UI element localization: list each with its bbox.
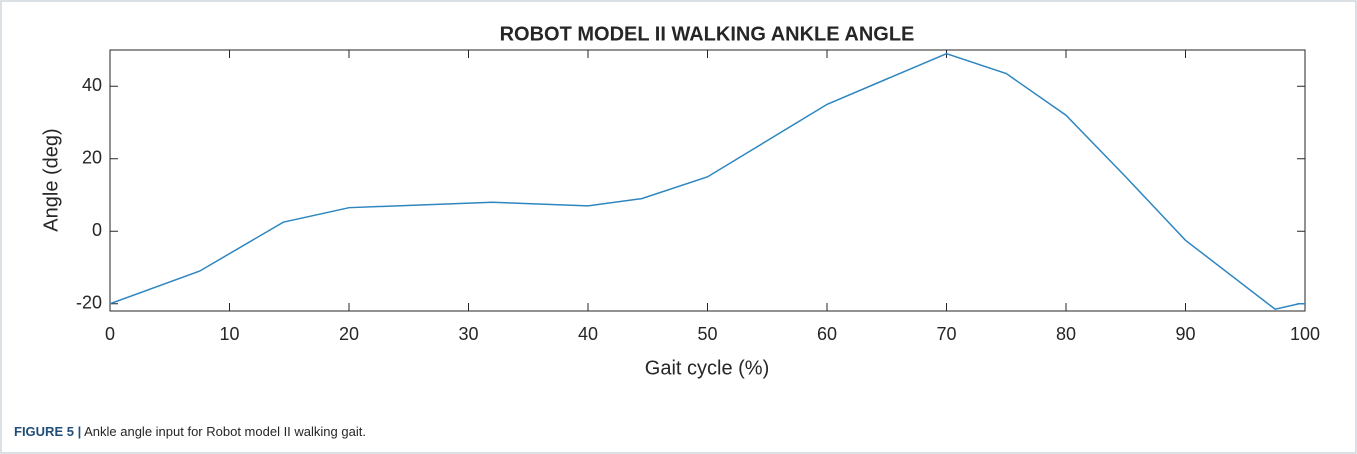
plot-area [109,49,1306,312]
x-tick-label: 100 [1290,324,1320,344]
y-tick-label: 0 [92,220,102,240]
caption-text: Ankle angle input for Robot model II wal… [84,424,366,439]
x-tick-label: 40 [578,324,598,344]
x-tick-label: 60 [817,324,837,344]
caption: FIGURE 5 | Ankle angle input for Robot m… [14,424,366,439]
x-tick-label: 50 [697,324,717,344]
y-axis-label: Angle (deg) [40,128,62,231]
chart-title: ROBOT MODEL II WALKING ANKLE ANGLE [500,23,915,45]
y-tick-label: 20 [82,148,102,168]
x-tick-label: 20 [339,324,359,344]
data-line [109,52,1305,310]
x-tick-label: 80 [1056,324,1076,344]
x-tick-label: 30 [458,324,478,344]
x-tick-label: 90 [1175,324,1195,344]
x-tick-label: 0 [105,324,115,344]
x-tick-label: 10 [219,324,239,344]
y-tick-label: 40 [82,75,102,95]
x-axis-label: Gait cycle (%) [645,357,769,379]
y-tick-label: -20 [76,293,102,313]
x-tick-label: 70 [936,324,956,344]
caption-label: FIGURE 5 | [14,424,81,439]
